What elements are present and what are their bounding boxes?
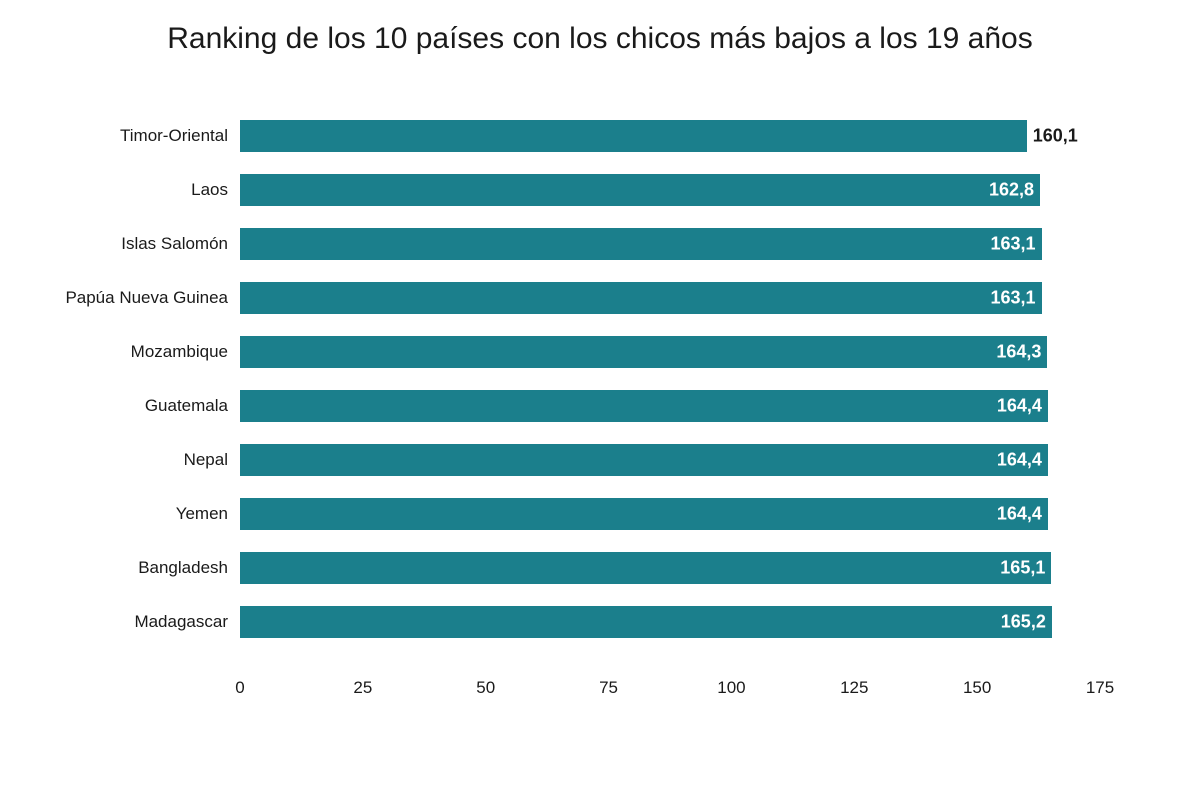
- bar: 165,2: [240, 606, 1052, 638]
- bar: 164,4: [240, 498, 1048, 530]
- bar-row: Yemen164,4: [240, 498, 1100, 530]
- plot-area: Timor-Oriental160,1 Laos162,8 Islas Salomó…: [240, 108, 1100, 668]
- bar: 163,1: [240, 282, 1042, 314]
- bar-row: Guatemala164,4: [240, 390, 1100, 422]
- bar-row: Bangladesh165,1: [240, 552, 1100, 584]
- x-axis-tick: 50: [476, 678, 495, 698]
- y-axis-label: Madagascar: [134, 612, 228, 632]
- y-axis-label: Islas Salomón: [121, 234, 228, 254]
- x-axis-tick: 100: [717, 678, 745, 698]
- bars-group: Timor-Oriental160,1 Laos162,8 Islas Salomó…: [240, 108, 1100, 668]
- chart-container: Ranking de los 10 países con los chicos …: [0, 0, 1200, 800]
- x-axis-tick: 0: [235, 678, 244, 698]
- bar-value-label: 164,4: [997, 395, 1042, 416]
- bar: 160,1: [240, 120, 1027, 152]
- bar-row: Madagascar165,2: [240, 606, 1100, 638]
- bar: 164,4: [240, 444, 1048, 476]
- bar-row: Timor-Oriental160,1: [240, 120, 1100, 152]
- bar-row: Nepal164,4: [240, 444, 1100, 476]
- bar-row: Papúa Nueva Guinea163,1: [240, 282, 1100, 314]
- y-axis-label: Papúa Nueva Guinea: [65, 288, 228, 308]
- bar-value-label: 164,4: [997, 503, 1042, 524]
- x-axis-tick: 75: [599, 678, 618, 698]
- x-axis-tick: 150: [963, 678, 991, 698]
- y-axis-label: Nepal: [184, 450, 228, 470]
- bar-value-label: 162,8: [989, 179, 1034, 200]
- y-axis-label: Laos: [191, 180, 228, 200]
- bar: 164,4: [240, 390, 1048, 422]
- bar-row: Islas Salomón163,1: [240, 228, 1100, 260]
- y-axis-label: Bangladesh: [138, 558, 228, 578]
- bar-value-label: 164,4: [997, 449, 1042, 470]
- x-axis-tick: 125: [840, 678, 868, 698]
- bar-value-label: 165,1: [1000, 557, 1045, 578]
- bar: 162,8: [240, 174, 1040, 206]
- bar-row: Mozambique164,3: [240, 336, 1100, 368]
- bar-value-label: 164,3: [996, 341, 1041, 362]
- bar: 165,1: [240, 552, 1051, 584]
- bar-row: Laos162,8: [240, 174, 1100, 206]
- x-axis-tick: 25: [353, 678, 372, 698]
- bar: 163,1: [240, 228, 1042, 260]
- y-axis-label: Timor-Oriental: [120, 126, 228, 146]
- bar: 164,3: [240, 336, 1047, 368]
- bar-value-label: 165,2: [1001, 611, 1046, 632]
- chart-title: Ranking de los 10 países con los chicos …: [40, 20, 1160, 58]
- y-axis-label: Mozambique: [131, 342, 228, 362]
- bar-value-label: 160,1: [1033, 125, 1078, 146]
- y-axis-label: Yemen: [176, 504, 228, 524]
- bar-value-label: 163,1: [990, 287, 1035, 308]
- bar-value-label: 163,1: [990, 233, 1035, 254]
- x-axis-tick: 175: [1086, 678, 1114, 698]
- y-axis-label: Guatemala: [145, 396, 228, 416]
